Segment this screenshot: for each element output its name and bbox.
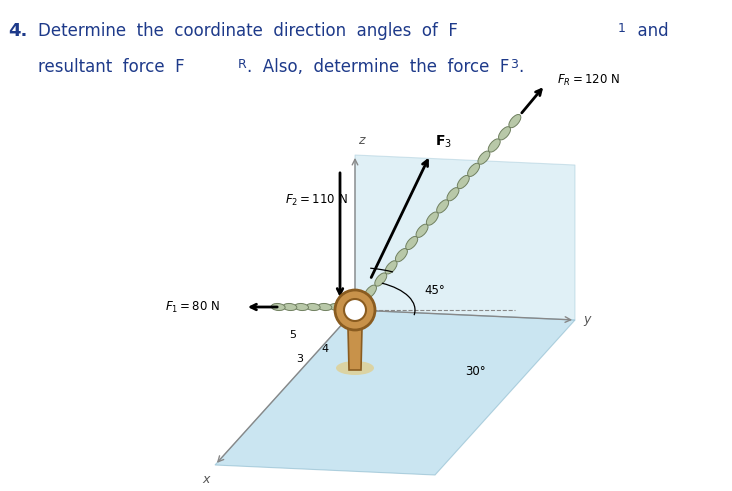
Polygon shape: [348, 328, 362, 370]
Ellipse shape: [406, 236, 418, 249]
Ellipse shape: [385, 261, 397, 274]
Text: $F_2 = 110\ \mathrm{N}$: $F_2 = 110\ \mathrm{N}$: [285, 192, 348, 208]
Text: 1: 1: [618, 22, 626, 35]
Circle shape: [335, 290, 375, 330]
Ellipse shape: [283, 303, 296, 310]
Ellipse shape: [365, 285, 376, 299]
Ellipse shape: [437, 200, 449, 213]
Ellipse shape: [498, 127, 510, 140]
Text: 5: 5: [289, 330, 296, 340]
Ellipse shape: [416, 224, 428, 238]
Text: y: y: [583, 313, 591, 327]
Text: resultant  force  F: resultant force F: [38, 58, 184, 76]
Ellipse shape: [488, 139, 500, 152]
Text: $F_R = 120\ \mathrm{N}$: $F_R = 120\ \mathrm{N}$: [557, 73, 620, 87]
Text: x: x: [203, 473, 210, 486]
Ellipse shape: [329, 303, 343, 310]
Ellipse shape: [306, 303, 320, 310]
Polygon shape: [355, 155, 575, 320]
Polygon shape: [215, 310, 575, 475]
Ellipse shape: [509, 114, 521, 128]
Ellipse shape: [447, 188, 459, 201]
Ellipse shape: [458, 175, 469, 189]
Text: 45°: 45°: [425, 283, 445, 297]
Text: and: and: [627, 22, 668, 40]
Ellipse shape: [354, 297, 366, 310]
Text: .  Also,  determine  the  force  F: . Also, determine the force F: [247, 58, 509, 76]
Text: Determine  the  coordinate  direction  angles  of  F: Determine the coordinate direction angle…: [38, 22, 458, 40]
Text: z: z: [358, 134, 365, 147]
Text: 30°: 30°: [465, 365, 485, 378]
Text: 3: 3: [510, 58, 518, 71]
Ellipse shape: [375, 273, 386, 286]
Circle shape: [344, 299, 366, 321]
Ellipse shape: [318, 303, 332, 310]
Text: 4.: 4.: [8, 22, 27, 40]
Text: R: R: [238, 58, 247, 71]
Ellipse shape: [294, 303, 308, 310]
Text: $\mathbf{F}_3$: $\mathbf{F}_3$: [435, 134, 452, 150]
Ellipse shape: [478, 151, 490, 164]
Text: .: .: [518, 58, 523, 76]
Text: 3: 3: [296, 354, 304, 364]
Ellipse shape: [336, 361, 374, 375]
Ellipse shape: [395, 248, 408, 262]
Text: 4: 4: [321, 344, 329, 354]
Ellipse shape: [271, 303, 285, 310]
Ellipse shape: [426, 212, 438, 225]
Ellipse shape: [468, 163, 479, 176]
Text: $F_1 = 80\ \mathrm{N}$: $F_1 = 80\ \mathrm{N}$: [165, 300, 220, 315]
